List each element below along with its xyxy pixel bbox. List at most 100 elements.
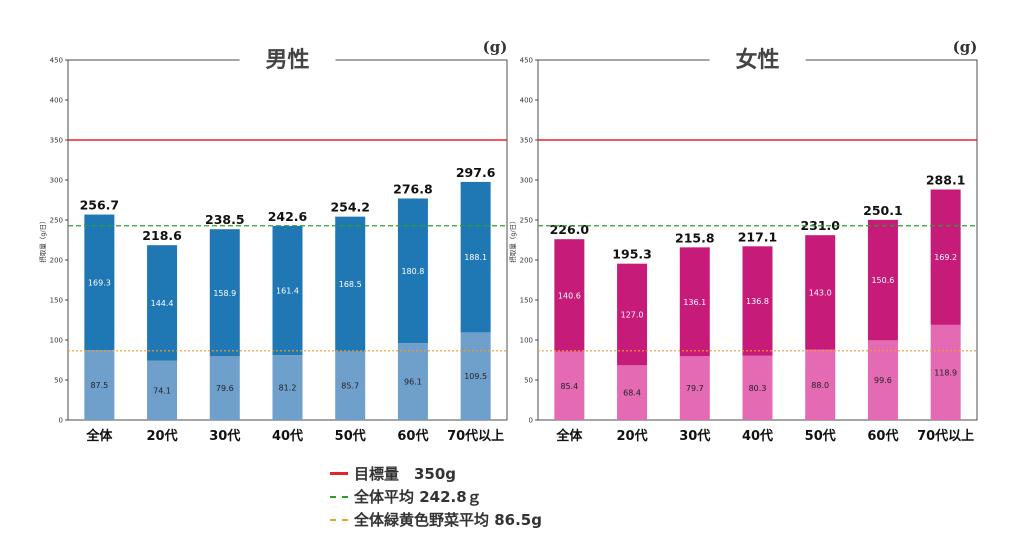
y-tick-label: 50 (524, 377, 533, 385)
y-tick-label: 300 (50, 177, 63, 185)
data-label-other: 140.6 (558, 291, 581, 300)
legend-item-green-yellow-average: 全体緑黄色野菜平均 86.5g (330, 508, 542, 531)
unit-label-female: (g) (953, 38, 978, 56)
data-label-other: 158.9 (213, 289, 236, 298)
unit-label-male: (g) (483, 38, 508, 56)
x-tick-label: 60代 (867, 428, 898, 444)
bar-green-yellow-male (209, 356, 240, 420)
x-tick-label: 60代 (397, 428, 428, 444)
bar-green-yellow-male (147, 360, 178, 420)
bar-green-yellow-male (460, 332, 491, 420)
y-tick-label: 350 (50, 137, 63, 145)
y-tick-label: 450 (50, 57, 63, 65)
data-label-other: 127.0 (621, 310, 644, 319)
legend-item-target: 目標量 350g (330, 462, 542, 485)
data-label-total: 254.2 (330, 200, 370, 215)
bar-green-yellow-female (554, 351, 585, 420)
data-label-other: 169.2 (934, 253, 957, 262)
legend-label-overall-average: 全体平均 242.8ｇ (354, 488, 482, 506)
x-tick-label: 全体 (85, 428, 113, 444)
data-label-green-yellow: 118.9 (934, 368, 957, 377)
bar-other-female (554, 239, 585, 352)
data-label-other: 161.4 (276, 286, 299, 295)
data-label-green-yellow: 99.6 (874, 376, 892, 385)
y-tick-label: 450 (520, 57, 533, 65)
x-tick-label: 30代 (209, 428, 240, 444)
y-axis-label-female: 摂取量（g/日） (508, 217, 517, 262)
data-label-other: 144.4 (151, 299, 174, 308)
bar-green-yellow-female (617, 365, 648, 420)
y-tick-label: 300 (520, 177, 533, 185)
bar-green-yellow-female (742, 355, 773, 420)
data-label-green-yellow: 79.6 (216, 384, 234, 393)
data-label-green-yellow: 81.2 (279, 384, 297, 393)
y-tick-label: 100 (50, 337, 63, 345)
y-tick-label: 200 (520, 257, 533, 265)
y-tick-label: 150 (520, 297, 533, 305)
data-label-other: 169.3 (88, 278, 111, 287)
data-label-green-yellow: 109.5 (464, 372, 487, 381)
x-tick-label: 全体 (555, 428, 583, 444)
y-axis-label-male: 摂取量（g/日） (38, 217, 47, 262)
legend-swatch-target (330, 472, 348, 475)
x-tick-label: 30代 (679, 428, 710, 444)
bar-other-male (335, 216, 366, 352)
data-label-total: 242.6 (268, 209, 308, 224)
data-label-other: 150.6 (871, 276, 894, 285)
legend-swatch-overall-average (330, 495, 348, 498)
data-label-total: 297.6 (456, 165, 496, 180)
bar-other-male (147, 245, 178, 361)
y-tick-label: 150 (50, 297, 63, 305)
data-label-green-yellow: 79.7 (686, 384, 704, 393)
title-bg-female (709, 44, 806, 76)
data-label-total: 250.1 (863, 203, 903, 218)
x-tick-label: 70代以上 (917, 428, 974, 444)
data-label-total: 195.3 (612, 247, 652, 262)
bar-green-yellow-male (335, 351, 366, 420)
data-label-other: 180.8 (401, 267, 424, 276)
x-tick-label: 50代 (805, 428, 836, 444)
bar-other-male (272, 225, 303, 356)
legend-label-green-yellow-average: 全体緑黄色野菜平均 86.5g (354, 511, 542, 529)
data-label-total: 288.1 (926, 173, 966, 188)
data-label-other: 143.0 (809, 288, 832, 297)
x-tick-label: 20代 (617, 428, 648, 444)
chart-title-female: 女性 (735, 47, 779, 73)
data-label-total: 276.8 (393, 181, 433, 196)
y-tick-label: 400 (50, 97, 63, 105)
data-label-total: 215.8 (675, 230, 715, 245)
bar-other-female (805, 235, 836, 350)
bar-green-yellow-male (272, 355, 303, 420)
data-label-total: 226.0 (550, 222, 590, 237)
bar-green-yellow-female (805, 349, 836, 420)
y-tick-label: 250 (520, 217, 533, 225)
bar-green-yellow-female (867, 340, 898, 420)
bar-other-female (617, 263, 648, 366)
y-tick-label: 250 (50, 217, 63, 225)
bar-other-female (867, 219, 898, 341)
data-label-green-yellow: 80.3 (749, 384, 767, 393)
data-label-green-yellow: 74.1 (153, 386, 171, 395)
data-label-green-yellow: 88.0 (811, 381, 829, 390)
bar-green-yellow-male (397, 343, 428, 420)
data-label-green-yellow: 96.1 (404, 378, 422, 387)
data-label-green-yellow: 87.5 (90, 381, 108, 390)
y-tick-label: 350 (520, 137, 533, 145)
y-tick-label: 100 (520, 337, 533, 345)
data-label-other: 136.1 (683, 298, 706, 307)
y-tick-label: 0 (529, 417, 533, 425)
x-tick-label: 40代 (742, 428, 773, 444)
data-label-green-yellow: 68.4 (623, 389, 641, 398)
x-tick-label: 50代 (335, 428, 366, 444)
legend-swatch-green-yellow-average (330, 518, 348, 521)
bar-other-female (679, 247, 710, 357)
title-bg-male (239, 44, 336, 76)
bar-other-female (930, 189, 961, 325)
bar-other-male (209, 229, 240, 357)
bar-other-female (742, 246, 773, 356)
data-label-other: 168.5 (339, 280, 362, 289)
bar-green-yellow-female (679, 356, 710, 420)
chart-title-male: 男性 (265, 48, 309, 73)
x-tick-label: 20代 (147, 428, 178, 444)
legend-label-target: 目標量 350g (354, 465, 457, 483)
